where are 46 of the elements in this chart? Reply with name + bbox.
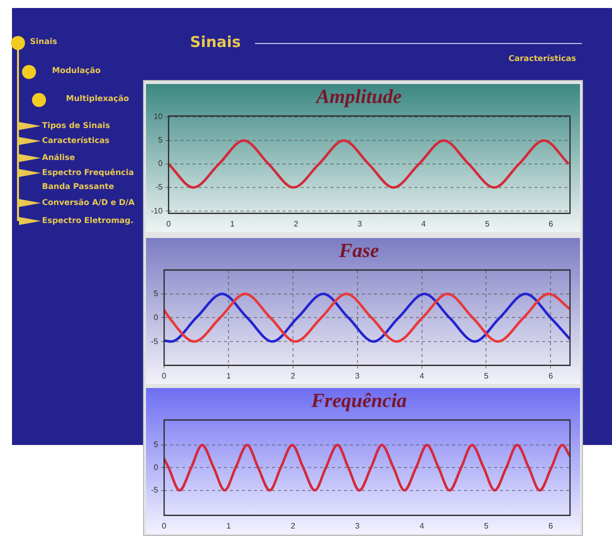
y-tick-label: 0 — [154, 462, 159, 472]
y-tick-label: 0 — [154, 312, 159, 322]
y-tick-label: -5 — [155, 182, 164, 192]
text: Análise — [42, 152, 76, 164]
chart-title: Amplitude — [314, 86, 402, 108]
x-tick-label: 6 — [548, 371, 554, 380]
y-tick-label: 10 — [154, 112, 164, 122]
text: Multiplexação — [66, 94, 130, 103]
x-tick-label: 3 — [355, 521, 360, 530]
chart-title: Fase — [338, 240, 380, 262]
text: Conversão A/D e D/A — [42, 197, 136, 209]
x-tick-label: 1 — [226, 521, 232, 530]
x-tick-label: 1 — [230, 219, 236, 228]
line-series — [164, 444, 570, 492]
x-tick-label: 2 — [290, 521, 296, 530]
x-tick-label: 2 — [290, 371, 296, 380]
x-tick-label: 4 — [421, 219, 426, 228]
text: Espectro Eletromag. — [42, 215, 135, 227]
y-tick-label: 5 — [154, 440, 159, 450]
text: Sinais — [30, 37, 58, 46]
text: Tipos de Sinais — [42, 120, 112, 132]
x-tick-label: 2 — [294, 219, 299, 228]
x-tick-label: 5 — [484, 371, 490, 380]
text: Características — [508, 54, 576, 63]
x-tick-label: 3 — [357, 219, 362, 228]
y-tick-label: -10 — [151, 206, 164, 216]
line-series — [164, 292, 570, 343]
x-tick-label: 0 — [166, 219, 172, 228]
y-tick-label: -5 — [150, 336, 159, 346]
x-tick-label: 3 — [355, 371, 360, 380]
y-tick-label: 5 — [158, 136, 164, 145]
y-tick-label: -5 — [150, 486, 159, 495]
text: Modulação — [52, 66, 101, 75]
y-tick-label: 5 — [154, 289, 159, 298]
x-tick-label: 4 — [420, 371, 425, 380]
y-tick-label: 0 — [158, 159, 164, 168]
x-tick-label: 6 — [548, 521, 554, 530]
x-tick-label: 5 — [484, 219, 490, 228]
x-tick-label: 1 — [226, 371, 232, 380]
text: Sinais — [190, 33, 241, 51]
text: Características — [42, 135, 111, 147]
chart-title: Frequência — [310, 390, 407, 412]
text: Espectro Frequência Banda Passante — [42, 167, 135, 193]
x-tick-label: 5 — [484, 521, 490, 530]
x-tick-label: 6 — [548, 219, 554, 228]
x-tick-label: 4 — [420, 521, 425, 530]
